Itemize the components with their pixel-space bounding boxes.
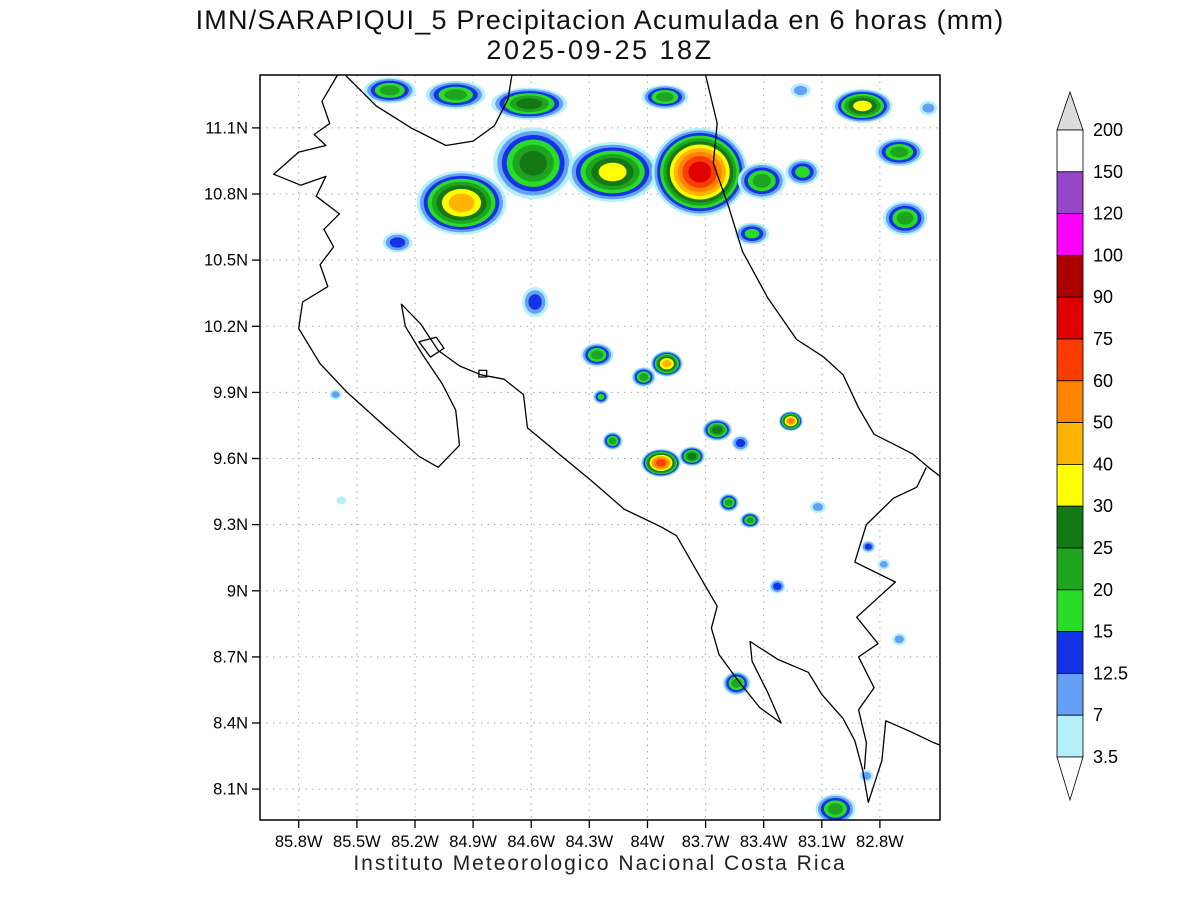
colorbar-label: 150 bbox=[1093, 162, 1123, 182]
isla-chira bbox=[418, 336, 445, 358]
lat-axis-label: 10.8N bbox=[204, 186, 248, 204]
lat-axis-label: 11.1N bbox=[205, 119, 248, 137]
lat-axis-label: 9.3N bbox=[213, 516, 248, 534]
pacific-coast bbox=[272, 75, 940, 804]
coastlines bbox=[272, 75, 940, 804]
caribbean-coast bbox=[704, 75, 940, 477]
colorbar-label: 40 bbox=[1093, 454, 1113, 474]
lon-axis-label: 84.6W bbox=[507, 833, 555, 851]
footer-credit: Instituto Meteorologico Nacional Costa R… bbox=[353, 852, 847, 875]
axis-labels: 11.1N 10.8N 10.5N 10.2N 9.9N 9.6N 9.3N 9N 8.7N 8.… bbox=[204, 119, 904, 851]
colorbar-arrow-top bbox=[1056, 90, 1084, 131]
colorbar-label: 30 bbox=[1093, 496, 1113, 516]
lon-axis-label: 85.8W bbox=[275, 833, 323, 851]
lon-axis-label: 84.9W bbox=[449, 833, 497, 851]
chart-subtitle: 2025-09-25 18Z bbox=[486, 35, 714, 65]
lon-axis-label: 83.7W bbox=[682, 833, 730, 851]
colorbar-label: 15 bbox=[1093, 622, 1113, 642]
lat-axis-label: 9N bbox=[227, 582, 248, 600]
colorbar-label: 20 bbox=[1093, 580, 1113, 600]
lat-axis-label: 9.6N bbox=[213, 450, 248, 468]
colorbar-label: 75 bbox=[1093, 329, 1113, 349]
colorbar-label: 60 bbox=[1093, 371, 1113, 391]
lon-axis-label: 84.3W bbox=[565, 833, 613, 851]
lake-nicaragua-shore bbox=[344, 75, 513, 147]
colorbar-labels: 200 150 120 100 90 75 60 50 40 30 25 20 15 12.5 7 3.5 bbox=[1093, 120, 1128, 767]
lon-axis-label: 85.5W bbox=[333, 833, 381, 851]
lon-axis-label: 83.1W bbox=[798, 833, 846, 851]
lat-axis-label: 10.5N bbox=[204, 252, 248, 270]
lat-axis-label: 8.4N bbox=[213, 715, 248, 733]
colorbar-label: 12.5 bbox=[1093, 663, 1128, 683]
colorbar-label: 90 bbox=[1093, 287, 1113, 307]
colorbar-label: 120 bbox=[1093, 204, 1123, 224]
lat-axis-label: 9.9N bbox=[213, 384, 248, 402]
colorbar-label: 7 bbox=[1093, 705, 1103, 725]
map-frame bbox=[259, 74, 941, 821]
lat-axis-label: 8.7N bbox=[213, 648, 248, 666]
lon-axis-label: 83.4W bbox=[740, 833, 788, 851]
lon-axis-label: 84W bbox=[631, 833, 665, 851]
colorbar-label: 3.5 bbox=[1093, 747, 1118, 767]
lon-axis-label: 85.2W bbox=[391, 833, 439, 851]
colorbar-label: 50 bbox=[1093, 413, 1113, 433]
lat-axis-label: 8.1N bbox=[213, 781, 248, 799]
colorbar-arrow-bottom bbox=[1056, 756, 1084, 802]
precipitation-cells bbox=[329, 77, 938, 820]
panama-border bbox=[854, 467, 927, 770]
lon-axis-label: 82.8W bbox=[856, 833, 904, 851]
colorbar bbox=[1056, 90, 1084, 802]
axis-ticks bbox=[252, 127, 881, 828]
colorbar-label: 100 bbox=[1093, 245, 1123, 265]
chart-title: IMN/SARAPIQUI_5 Precipitacion Acumulada … bbox=[195, 5, 1005, 35]
colorbar-label: 200 bbox=[1093, 120, 1123, 140]
lat-axis-label: 10.2N bbox=[204, 318, 248, 336]
isla-san-lucas bbox=[478, 369, 488, 378]
colorbar-label: 25 bbox=[1093, 538, 1113, 558]
